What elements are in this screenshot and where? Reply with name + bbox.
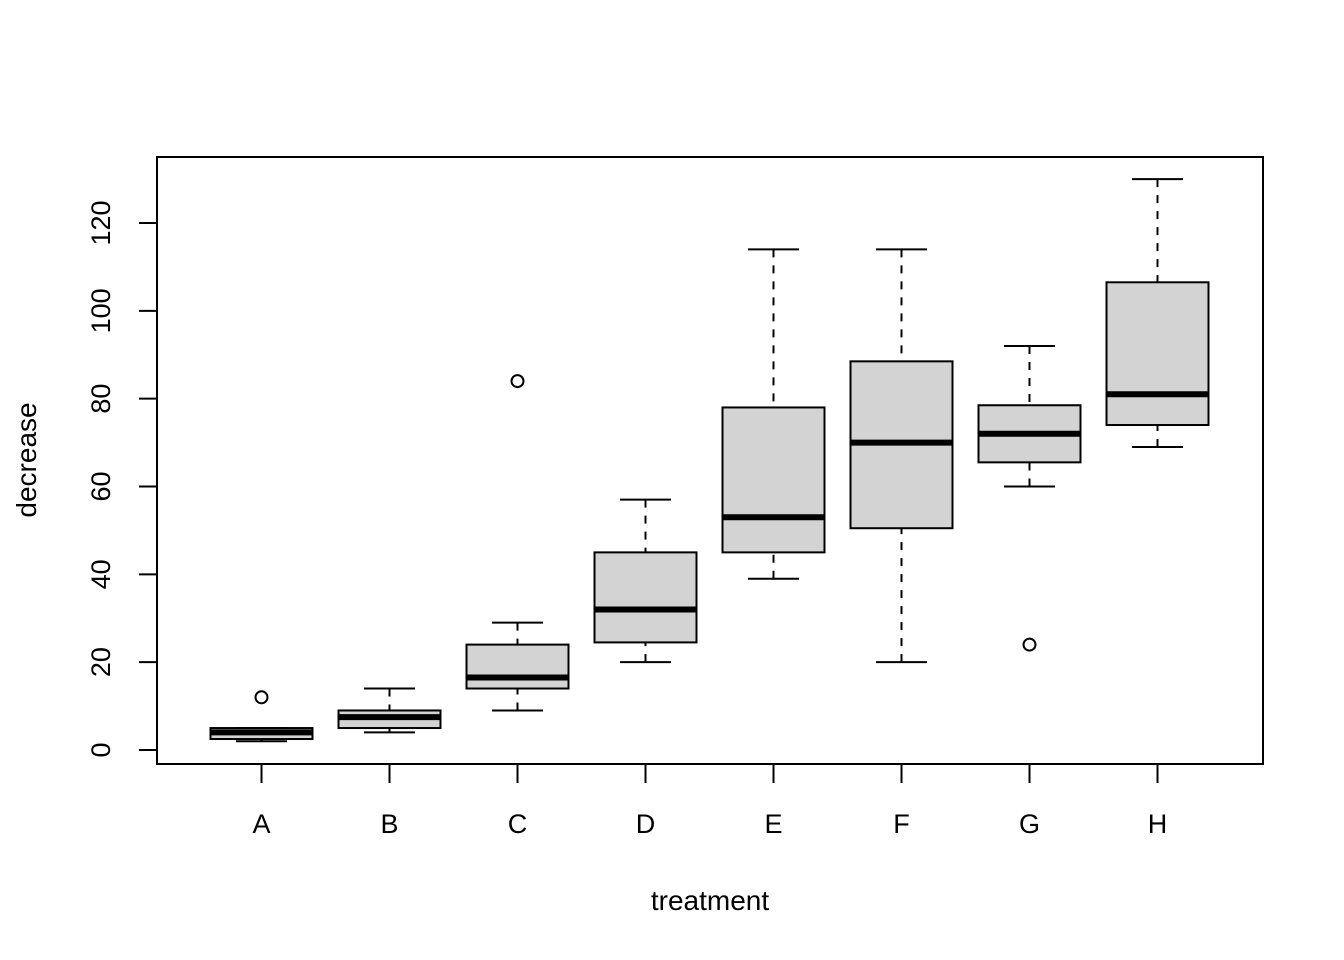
x-tick-label: D xyxy=(636,809,656,839)
y-axis-title: decrease xyxy=(11,402,42,517)
box-iqr xyxy=(465,643,570,690)
y-tick-label: 40 xyxy=(86,559,116,589)
box-E xyxy=(721,248,826,580)
outlier-point xyxy=(1022,637,1037,652)
boxes-group xyxy=(209,178,1210,743)
x-tick-label: H xyxy=(1148,809,1168,839)
box-D xyxy=(593,498,698,664)
y-tick-label: 20 xyxy=(86,647,116,677)
x-axis-title: treatment xyxy=(651,885,769,916)
y-tick-label: 80 xyxy=(86,384,116,414)
x-tick-label: G xyxy=(1019,809,1040,839)
x-tick-label: B xyxy=(380,809,398,839)
x-tick-label: E xyxy=(764,809,782,839)
y-tick-label: 60 xyxy=(86,471,116,501)
plot-frame xyxy=(156,156,1264,765)
box-G xyxy=(977,344,1082,652)
x-axis: A B C D E F G H xyxy=(252,764,1167,839)
outlier-point xyxy=(510,374,525,389)
x-tick-label: C xyxy=(508,809,528,839)
y-tick-label: 120 xyxy=(86,200,116,245)
y-tick-label: 100 xyxy=(86,288,116,333)
outlier-point xyxy=(254,690,269,705)
x-tick-label: F xyxy=(893,809,910,839)
x-tick-label: A xyxy=(252,809,270,839)
box-C xyxy=(465,374,570,712)
box-iqr xyxy=(1105,281,1210,427)
box-iqr xyxy=(721,406,826,554)
box-B xyxy=(337,687,442,734)
y-tick-label: 0 xyxy=(86,742,116,757)
box-iqr xyxy=(593,551,698,644)
y-axis: 0 20 40 60 80 100 120 xyxy=(86,200,157,758)
box-A xyxy=(209,690,314,743)
box-F xyxy=(849,248,954,664)
box-H xyxy=(1105,178,1210,448)
